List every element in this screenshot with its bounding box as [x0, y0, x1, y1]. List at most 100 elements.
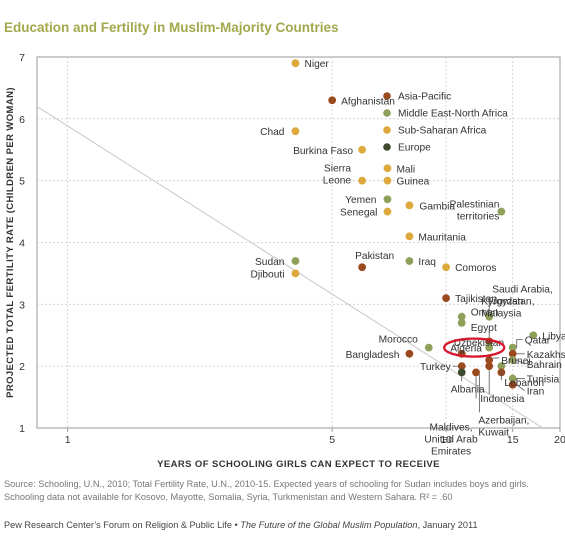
- point-albania: [457, 368, 466, 377]
- label-libya: Libya: [542, 331, 565, 342]
- leader-lines: [452, 297, 525, 413]
- highlight-ellipse-algeria: [443, 337, 506, 358]
- y-axis-title: PROJECTED TOTAL FERTILITY RATE (CHILDREN…: [5, 87, 16, 398]
- point-iraq: [405, 257, 414, 265]
- label-mauritania: Mauritania: [418, 232, 466, 243]
- x-tick-label: 1: [65, 434, 71, 446]
- point-saudi-arabia-jordan: [485, 312, 494, 321]
- label-sudan: Sudan: [255, 257, 284, 268]
- y-tick-label: 7: [19, 52, 25, 64]
- y-tick-label: 5: [19, 176, 25, 188]
- gridlines: [37, 57, 560, 428]
- leader-line: [516, 339, 523, 348]
- credit-line: Pew Research Center’s Forum on Religion …: [4, 519, 560, 532]
- label-line: Indonesia: [480, 394, 525, 405]
- label-turkey: Turkey: [420, 362, 452, 373]
- label-iran: Iran: [527, 387, 545, 398]
- credit-date: , January 2011: [417, 520, 478, 530]
- point-lebanon: [497, 362, 506, 371]
- credit-title: The Future of the Global Muslim Populati…: [240, 520, 418, 530]
- point-mali: [383, 164, 392, 173]
- label-line: Malaysia: [481, 308, 522, 319]
- point-burkina-faso: [358, 145, 367, 154]
- point-sudan: [291, 257, 300, 265]
- point-afghanistan: [328, 96, 337, 105]
- label-line: Emirates: [431, 446, 471, 457]
- label-guinea: Guinea: [396, 177, 429, 188]
- source-note: Source: Schooling, U.N., 2010; Total Fer…: [4, 478, 560, 504]
- label-morocco: Morocco: [379, 335, 418, 346]
- y-tick-label: 3: [19, 299, 25, 311]
- label-kazakhstan: Kazakhstan: [527, 350, 565, 361]
- label-oman: Oman: [471, 308, 499, 319]
- point-bangladesh: [405, 349, 414, 358]
- label-palestinian-territories: Palestinian territories: [450, 200, 500, 223]
- point-mauritania: [405, 232, 414, 241]
- point-brunei: [485, 356, 494, 364]
- legend-marker-sub-saharan-africa: [383, 126, 391, 134]
- label-line: Saudi Arabia,: [492, 285, 553, 296]
- point-tunisia: [508, 374, 517, 383]
- trend-line: [36, 105, 544, 429]
- point-comoros: [442, 263, 450, 272]
- point-turkey: [457, 362, 466, 371]
- label-line: Maldives,: [430, 422, 473, 433]
- label-line: Kyrgyzstan,: [481, 296, 534, 307]
- leader-line: [516, 384, 525, 392]
- label-uzbekistan: Uzbekistan: [454, 338, 504, 349]
- label-azerbaijan-kuwait: Azerbaijan, Kuwait: [478, 415, 529, 438]
- y-tick-label: 1: [19, 423, 25, 435]
- chart-title: Education and Fertility in Muslim-Majori…: [4, 20, 339, 35]
- label-djibouti: Djibouti: [250, 269, 284, 280]
- leader-line: [488, 297, 493, 313]
- label-maldives-united-arab-emirates: Maldives, United Arab Emirates: [424, 422, 478, 457]
- label-sierra-leone: Sierra Leone: [323, 164, 352, 187]
- leader-line: [516, 359, 525, 365]
- label-line: United Arab: [424, 434, 478, 445]
- point-chad: [291, 127, 300, 136]
- label-burkina-faso: Burkina Faso: [293, 146, 353, 157]
- label-senegal: Senegal: [340, 208, 377, 219]
- label-line: Leone: [323, 176, 352, 187]
- label-gambia: Gambia: [419, 201, 455, 212]
- legend-marker-asia-pacific: [383, 92, 391, 100]
- legend: Asia-Pacific Middle East-North Africa Sub-…: [383, 92, 508, 154]
- label-tajikistan: Tajikistan: [455, 294, 497, 305]
- y-tick-label: 2: [19, 361, 25, 373]
- label-egypt: Egypt: [471, 323, 497, 334]
- x-tick-label: 20: [554, 434, 565, 446]
- point-egypt: [457, 318, 466, 327]
- point-libya: [529, 331, 538, 340]
- legend-label-europe: Europe: [398, 143, 431, 154]
- point-palestinian-territories: [497, 207, 506, 216]
- point-tajikistan: [442, 294, 450, 303]
- label-line: Lebanon: [504, 378, 544, 389]
- label-indonesia: Indonesia: [480, 394, 525, 405]
- label-comoros: Comoros: [455, 263, 496, 274]
- label-kyrgyzstan-malaysia: Kyrgyzstan, Malaysia: [481, 296, 534, 319]
- point-bahrain: [508, 356, 517, 364]
- label-line: Kuwait: [478, 427, 509, 438]
- legend-label-middle-east-north-africa: Middle East-North Africa: [398, 109, 508, 120]
- legend-label-asia-pacific: Asia-Pacific: [398, 92, 451, 103]
- point-iran: [508, 380, 517, 389]
- label-pakistan: Pakistan: [355, 251, 394, 262]
- label-line: Sierra: [324, 164, 352, 175]
- credit-prefix: Pew Research Center’s Forum on Religion …: [4, 520, 241, 530]
- label-bahrain: Bahrain: [527, 360, 562, 371]
- label-iraq: Iraq: [418, 257, 436, 268]
- x-axis-title: YEARS OF SCHOOLING GIRLS CAN EXPECT TO R…: [157, 459, 440, 470]
- label-lebanon: Lebanon: [504, 378, 544, 389]
- label-line: Jordan: [492, 297, 523, 308]
- x-tick-label: 15: [507, 434, 519, 446]
- legend-marker-europe: [383, 143, 391, 151]
- legend-marker-middle-east-north-africa: [383, 109, 391, 117]
- label-niger: Niger: [304, 59, 329, 70]
- label-line: Palestinian: [450, 200, 500, 211]
- label-algeria: Algeria: [450, 344, 482, 355]
- point-morocco: [424, 343, 433, 352]
- y-tick-label: 4: [19, 238, 25, 250]
- label-afghanistan: Afghanistan: [341, 96, 395, 107]
- point-kazakhstan: [508, 349, 517, 358]
